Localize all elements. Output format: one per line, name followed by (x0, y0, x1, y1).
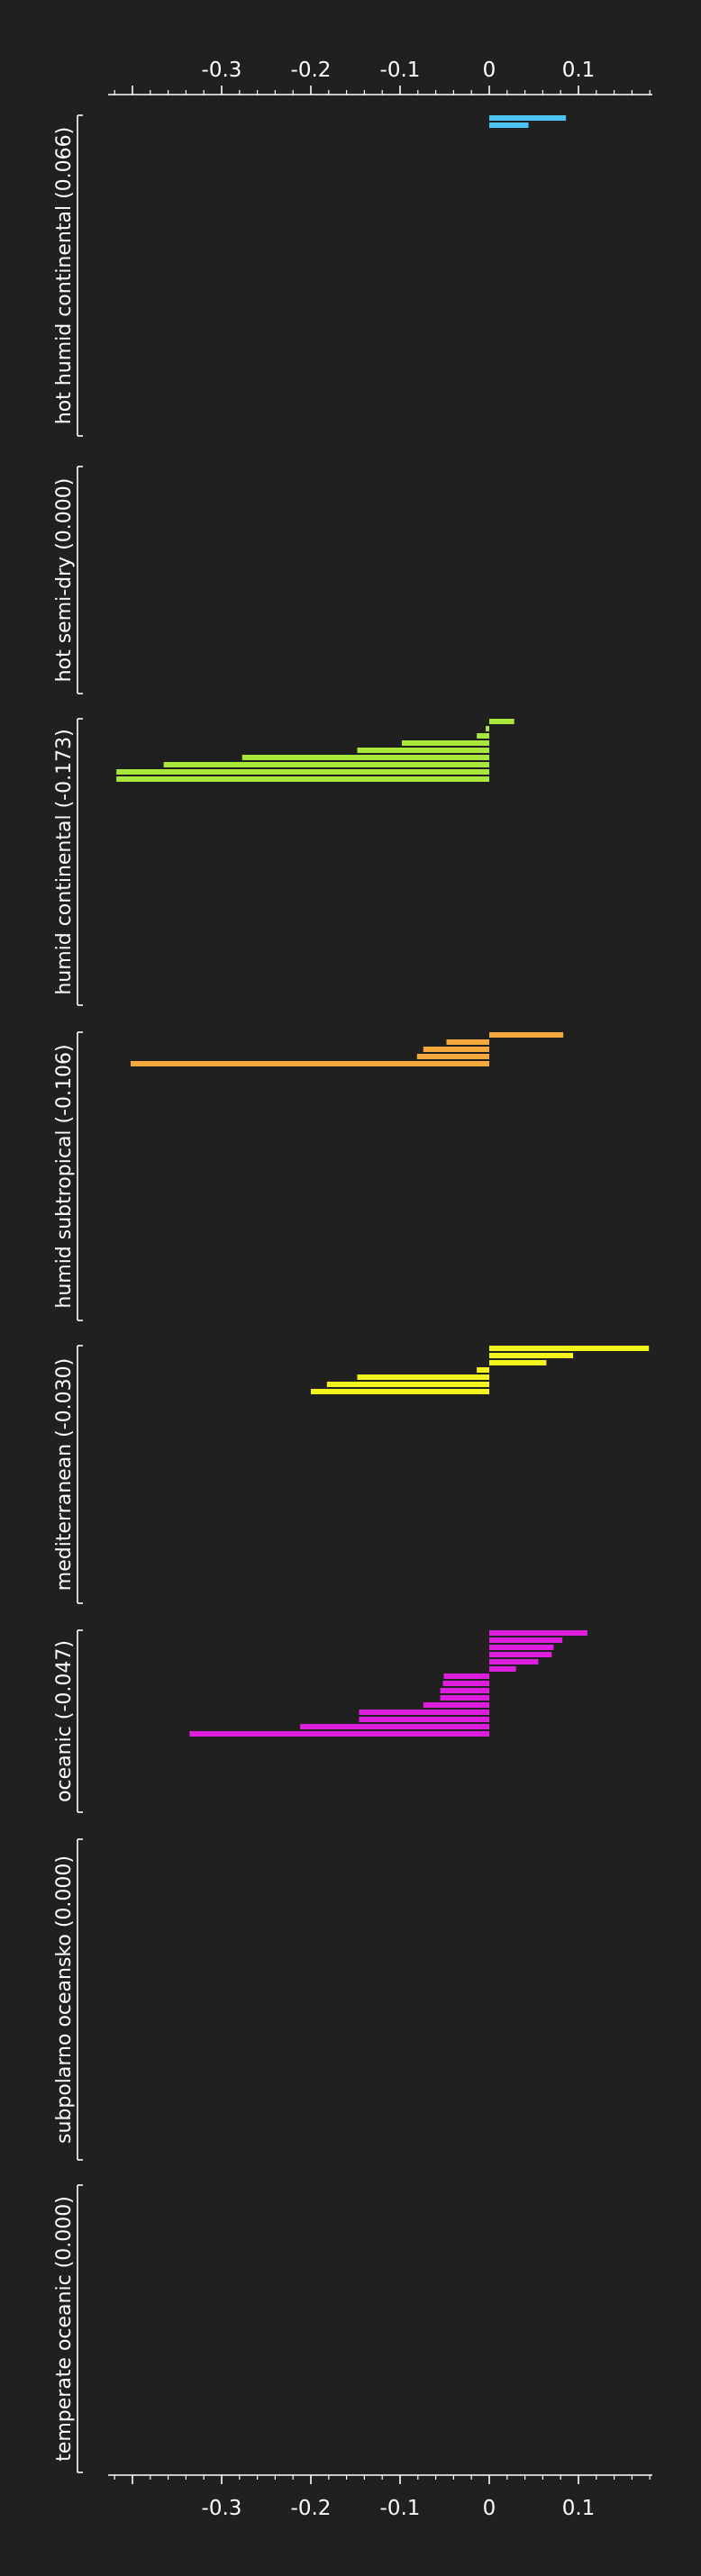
group-2: humid continental (-0.173) (53, 718, 514, 1006)
bar (486, 726, 489, 731)
bar (359, 1717, 489, 1722)
group-7: temperate oceanic (0.000) (53, 2184, 83, 2473)
group-label: subpolarno oceansko (0.000) (53, 1855, 76, 2144)
group-3: humid subtropical (-0.106) (53, 1031, 564, 1321)
bar (489, 1645, 554, 1650)
bottom-axis-tick-label: 0 (483, 2497, 496, 2520)
bar (489, 1659, 539, 1664)
bottom-axis: -0.3 -0.2 -0.1 0 0.1 (108, 2474, 652, 2520)
bar (131, 1061, 489, 1066)
bar (489, 1666, 516, 1672)
bar (477, 733, 489, 739)
bar (163, 762, 489, 767)
bar (241, 755, 489, 760)
bar (357, 748, 489, 753)
chart-groups: hot humid continental (0.066) hot semi-dr… (53, 114, 650, 2473)
group-label: humid continental (-0.173) (53, 729, 76, 994)
bar (489, 115, 567, 121)
bar (489, 1637, 563, 1643)
bar (477, 1367, 489, 1373)
bar (326, 1382, 489, 1387)
bar (423, 1702, 489, 1708)
top-axis-tick-label: -0.1 (380, 59, 421, 82)
bar (357, 1374, 489, 1380)
top-axis-tick-label: -0.3 (202, 59, 242, 82)
bar (116, 769, 489, 775)
bar (416, 1054, 489, 1059)
bar (489, 122, 529, 128)
bar (446, 1039, 489, 1045)
bar (489, 1630, 587, 1636)
group-4: mediterranean (-0.030) (53, 1345, 650, 1604)
group-1: hot semi-dry (0.000) (53, 466, 83, 694)
bar (489, 1353, 574, 1358)
top-axis-tick-label: -0.2 (291, 59, 332, 82)
group-label: hot humid continental (0.066) (53, 127, 76, 424)
bar (489, 1360, 547, 1365)
top-axis: -0.3 -0.2 -0.1 0 0.1 (108, 59, 652, 95)
bar (401, 740, 489, 746)
group-label: humid subtropical (-0.106) (53, 1044, 76, 1308)
bar (489, 1346, 650, 1351)
bar (359, 1710, 489, 1715)
group-label: temperate oceanic (0.000) (53, 2196, 76, 2462)
bar (311, 1389, 489, 1394)
bar (300, 1724, 489, 1729)
group-0: hot humid continental (0.066) (53, 114, 567, 437)
top-axis-tick-label: 0 (483, 59, 496, 82)
bar (440, 1688, 489, 1693)
bar (489, 1032, 564, 1038)
bar (489, 719, 514, 724)
group-label: mediterranean (-0.030) (53, 1358, 76, 1591)
bar (189, 1731, 490, 1737)
group-5: oceanic (-0.047) (53, 1629, 587, 1813)
bar (489, 1652, 552, 1657)
group-6: subpolarno oceansko (0.000) (53, 1838, 83, 2161)
bottom-axis-tick-label: -0.3 (202, 2497, 242, 2520)
group-label: hot semi-dry (0.000) (53, 478, 76, 683)
bar (442, 1681, 489, 1686)
bottom-axis-tick-label: -0.2 (291, 2497, 332, 2520)
bar (440, 1695, 489, 1701)
bar (423, 1047, 489, 1052)
bottom-axis-tick-label: -0.1 (380, 2497, 421, 2520)
bottom-axis-tick-label: 0.1 (562, 2497, 596, 2520)
group-label: oceanic (-0.047) (53, 1640, 76, 1802)
bar (116, 776, 489, 782)
bar (443, 1673, 489, 1679)
top-axis-tick-label: 0.1 (562, 59, 596, 82)
